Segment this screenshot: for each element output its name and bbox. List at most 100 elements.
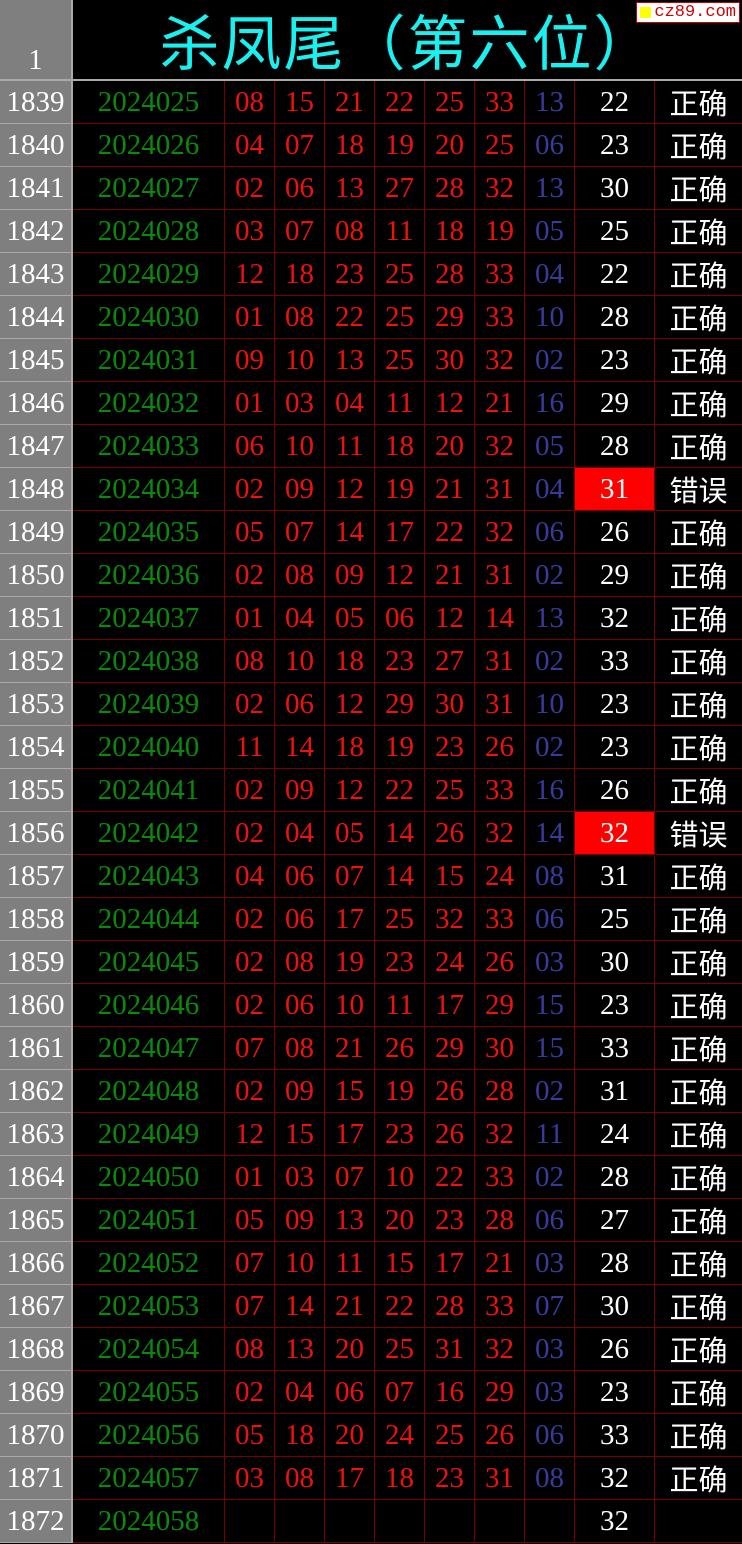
- row-number[interactable]: 1863: [0, 1113, 73, 1156]
- issue-cell[interactable]: 2024049: [73, 1113, 225, 1156]
- special-number-cell[interactable]: 10: [525, 296, 575, 339]
- number-cell[interactable]: [375, 1500, 425, 1543]
- issue-cell[interactable]: 2024032: [73, 382, 225, 425]
- result-cell[interactable]: 正确: [655, 941, 742, 984]
- number-cell[interactable]: 14: [375, 812, 425, 855]
- number-cell[interactable]: 12: [425, 382, 475, 425]
- row-number[interactable]: 1864: [0, 1156, 73, 1199]
- issue-cell[interactable]: 2024027: [73, 167, 225, 210]
- number-cell[interactable]: 07: [275, 511, 325, 554]
- special-number-cell[interactable]: 15: [525, 1027, 575, 1070]
- number-cell[interactable]: [325, 1500, 375, 1543]
- special-number-cell[interactable]: 06: [525, 898, 575, 941]
- number-cell[interactable]: 09: [275, 468, 325, 511]
- special-number-cell[interactable]: 02: [525, 1070, 575, 1113]
- number-cell[interactable]: 08: [275, 296, 325, 339]
- result-cell[interactable]: 错误: [655, 812, 742, 855]
- number-cell[interactable]: 03: [275, 1156, 325, 1199]
- kill-tail-cell[interactable]: 29: [575, 554, 655, 597]
- number-cell[interactable]: 16: [425, 1371, 475, 1414]
- number-cell[interactable]: 02: [225, 1070, 275, 1113]
- result-cell[interactable]: 正确: [655, 253, 742, 296]
- number-cell[interactable]: [225, 1500, 275, 1543]
- kill-tail-cell[interactable]: 33: [575, 1027, 655, 1070]
- number-cell[interactable]: 08: [275, 554, 325, 597]
- number-cell[interactable]: 22: [425, 1156, 475, 1199]
- issue-cell[interactable]: 2024052: [73, 1242, 225, 1285]
- row-number[interactable]: 1848: [0, 468, 73, 511]
- issue-cell[interactable]: 2024058: [73, 1500, 225, 1543]
- special-number-cell[interactable]: 04: [525, 468, 575, 511]
- special-number-cell[interactable]: 13: [525, 597, 575, 640]
- number-cell[interactable]: 23: [375, 640, 425, 683]
- number-cell[interactable]: 32: [475, 425, 525, 468]
- kill-tail-cell[interactable]: 28: [575, 425, 655, 468]
- row-number[interactable]: 1855: [0, 769, 73, 812]
- kill-tail-cell[interactable]: 31: [575, 1070, 655, 1113]
- number-cell[interactable]: 21: [325, 1285, 375, 1328]
- number-cell[interactable]: 19: [325, 941, 375, 984]
- number-cell[interactable]: 15: [275, 1113, 325, 1156]
- kill-tail-cell[interactable]: 32: [575, 597, 655, 640]
- special-number-cell[interactable]: 03: [525, 1242, 575, 1285]
- result-cell[interactable]: 正确: [655, 1027, 742, 1070]
- number-cell[interactable]: 13: [325, 339, 375, 382]
- number-cell[interactable]: 23: [425, 1457, 475, 1500]
- number-cell[interactable]: 25: [375, 339, 425, 382]
- kill-tail-cell[interactable]: 28: [575, 1156, 655, 1199]
- kill-tail-cell[interactable]: 30: [575, 167, 655, 210]
- number-cell[interactable]: 07: [275, 210, 325, 253]
- number-cell[interactable]: 15: [425, 855, 475, 898]
- issue-cell[interactable]: 2024029: [73, 253, 225, 296]
- number-cell[interactable]: 02: [225, 1371, 275, 1414]
- number-cell[interactable]: 29: [475, 1371, 525, 1414]
- number-cell[interactable]: 15: [325, 1070, 375, 1113]
- issue-cell[interactable]: 2024042: [73, 812, 225, 855]
- number-cell[interactable]: [475, 1500, 525, 1543]
- result-cell[interactable]: 正确: [655, 984, 742, 1027]
- issue-cell[interactable]: 2024045: [73, 941, 225, 984]
- number-cell[interactable]: 19: [375, 726, 425, 769]
- kill-tail-cell[interactable]: 23: [575, 339, 655, 382]
- number-cell[interactable]: 04: [275, 1371, 325, 1414]
- number-cell[interactable]: 19: [475, 210, 525, 253]
- number-cell[interactable]: 29: [475, 984, 525, 1027]
- number-cell[interactable]: 14: [475, 597, 525, 640]
- result-cell[interactable]: 正确: [655, 554, 742, 597]
- number-cell[interactable]: [275, 1500, 325, 1543]
- number-cell[interactable]: 04: [225, 124, 275, 167]
- number-cell[interactable]: 19: [375, 124, 425, 167]
- issue-cell[interactable]: 2024035: [73, 511, 225, 554]
- issue-cell[interactable]: 2024039: [73, 683, 225, 726]
- row-number[interactable]: 1840: [0, 124, 73, 167]
- issue-cell[interactable]: 2024047: [73, 1027, 225, 1070]
- number-cell[interactable]: 12: [225, 253, 275, 296]
- number-cell[interactable]: 05: [225, 511, 275, 554]
- row-number[interactable]: 1866: [0, 1242, 73, 1285]
- number-cell[interactable]: 26: [375, 1027, 425, 1070]
- row-number[interactable]: 1861: [0, 1027, 73, 1070]
- issue-cell[interactable]: 2024025: [73, 81, 225, 124]
- special-number-cell[interactable]: 03: [525, 1328, 575, 1371]
- special-number-cell[interactable]: 02: [525, 554, 575, 597]
- number-cell[interactable]: 13: [325, 1199, 375, 1242]
- row-number[interactable]: 1860: [0, 984, 73, 1027]
- issue-cell[interactable]: 2024053: [73, 1285, 225, 1328]
- issue-cell[interactable]: 2024054: [73, 1328, 225, 1371]
- number-cell[interactable]: 10: [275, 425, 325, 468]
- number-cell[interactable]: 15: [375, 1242, 425, 1285]
- number-cell[interactable]: 05: [325, 812, 375, 855]
- number-cell[interactable]: 08: [225, 640, 275, 683]
- number-cell[interactable]: 25: [375, 1328, 425, 1371]
- number-cell[interactable]: 21: [325, 81, 375, 124]
- special-number-cell[interactable]: 13: [525, 167, 575, 210]
- special-number-cell[interactable]: 11: [525, 1113, 575, 1156]
- number-cell[interactable]: 18: [375, 425, 425, 468]
- number-cell[interactable]: 08: [275, 1457, 325, 1500]
- number-cell[interactable]: 32: [475, 1113, 525, 1156]
- number-cell[interactable]: 33: [475, 898, 525, 941]
- number-cell[interactable]: 33: [475, 1285, 525, 1328]
- number-cell[interactable]: 11: [375, 382, 425, 425]
- result-cell[interactable]: 正确: [655, 81, 742, 124]
- issue-cell[interactable]: 2024030: [73, 296, 225, 339]
